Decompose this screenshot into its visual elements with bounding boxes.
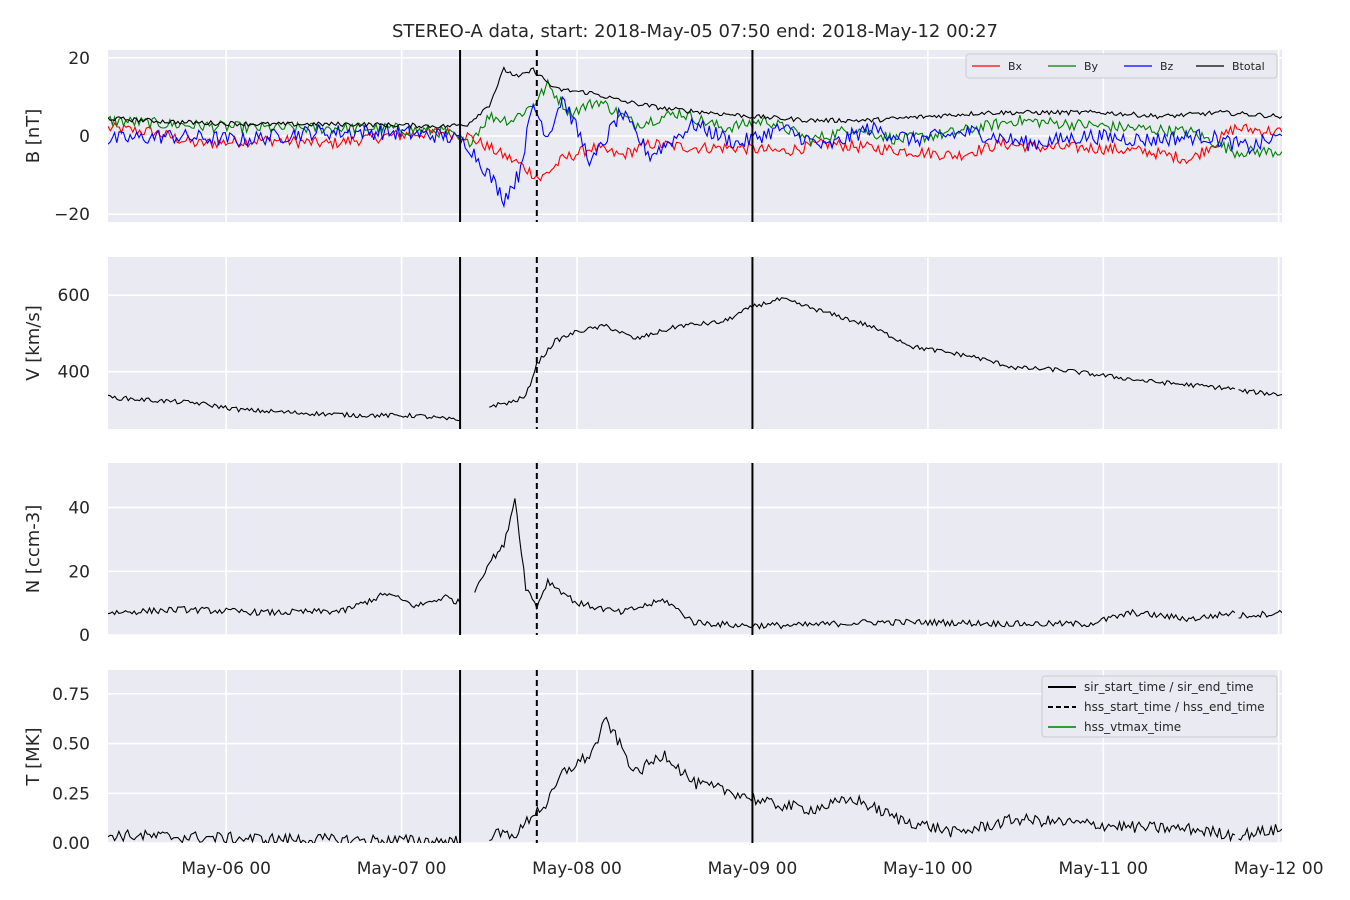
series-line — [1238, 388, 1282, 397]
legend-box — [965, 53, 1278, 79]
legend-label: Bx — [1008, 60, 1023, 73]
x-tick-label: May-10 00 — [883, 859, 973, 879]
plot-background — [108, 463, 1282, 635]
data-layer — [108, 716, 1282, 843]
x-tick-label: May-07 00 — [357, 859, 447, 879]
y-tick-label: 20 — [68, 562, 90, 582]
x-tick-label: May-08 00 — [532, 859, 622, 879]
legend-box — [1041, 675, 1278, 738]
legend-events: sir_start_time / sir_end_time hss_start_t… — [1041, 675, 1278, 738]
y-tick-label: 0.75 — [52, 685, 90, 705]
panel-3: 0.75 0.50 0.25 0.00 T [MK] sir_start_time / s… — [23, 670, 1282, 854]
y-tick-label: 0.00 — [52, 834, 90, 854]
data-layer — [108, 66, 1282, 209]
x-tick-label: May-11 00 — [1058, 859, 1148, 879]
x-tick-label: May-06 00 — [181, 859, 271, 879]
series-line — [108, 592, 461, 617]
chart-title: STEREO-A data, start: 2018-May-05 07:50 … — [392, 21, 998, 42]
y-tick-label: 20 — [68, 49, 90, 69]
legend-label: By — [1084, 60, 1099, 73]
series-line-by — [108, 78, 1282, 160]
y-tick-label: 0.50 — [52, 735, 90, 755]
y-axis-label: B [nT] — [23, 109, 44, 164]
data-layer — [108, 498, 1282, 630]
y-tick-label: 40 — [68, 499, 90, 519]
series-line — [489, 297, 1236, 408]
plot-background — [108, 257, 1282, 429]
y-axis-label: N [ccm-3] — [23, 505, 44, 594]
y-tick-label: 0 — [79, 127, 90, 147]
legend-b: Bx By Bz Btotal — [965, 53, 1278, 79]
legend-label: sir_start_time / sir_end_time — [1084, 680, 1254, 694]
x-tick-label: May-09 00 — [708, 859, 798, 879]
legend-label: hss_vtmax_time — [1084, 720, 1181, 734]
series-line — [108, 828, 461, 843]
legend-label: Bz — [1160, 60, 1174, 73]
series-line — [108, 394, 461, 422]
data-layer — [108, 297, 1282, 422]
series-line — [1238, 824, 1282, 842]
y-tick-label: −20 — [54, 205, 90, 225]
legend-label: Btotal — [1232, 60, 1265, 73]
panel-2: 40 20 0 N [ccm-3] — [23, 463, 1282, 646]
y-tick-label: 600 — [58, 286, 90, 306]
series-line — [1238, 609, 1282, 619]
y-axis-label: T [MK] — [23, 727, 44, 786]
series-line — [474, 498, 1236, 630]
series-line-bx — [108, 121, 1282, 182]
y-tick-label: 0.25 — [52, 784, 90, 804]
y-axis-label: V [km/s] — [23, 305, 44, 380]
series-line-btotal — [108, 66, 1282, 129]
legend-label: hss_start_time / hss_end_time — [1084, 700, 1265, 714]
series-line-bz — [108, 95, 1282, 209]
x-tick-label: May-12 00 — [1234, 859, 1324, 879]
y-tick-label: 400 — [58, 363, 90, 383]
panel-1: 600 400 V [km/s] — [23, 257, 1282, 429]
y-tick-label: 0 — [79, 626, 90, 646]
panel-0: 20 0 −20 B [nT] Bx By Bz Btotal — [23, 49, 1282, 225]
x-axis: May-06 00 May-07 00 May-08 00 May-09 00 May-… — [181, 859, 1323, 879]
series-line — [489, 716, 1236, 843]
